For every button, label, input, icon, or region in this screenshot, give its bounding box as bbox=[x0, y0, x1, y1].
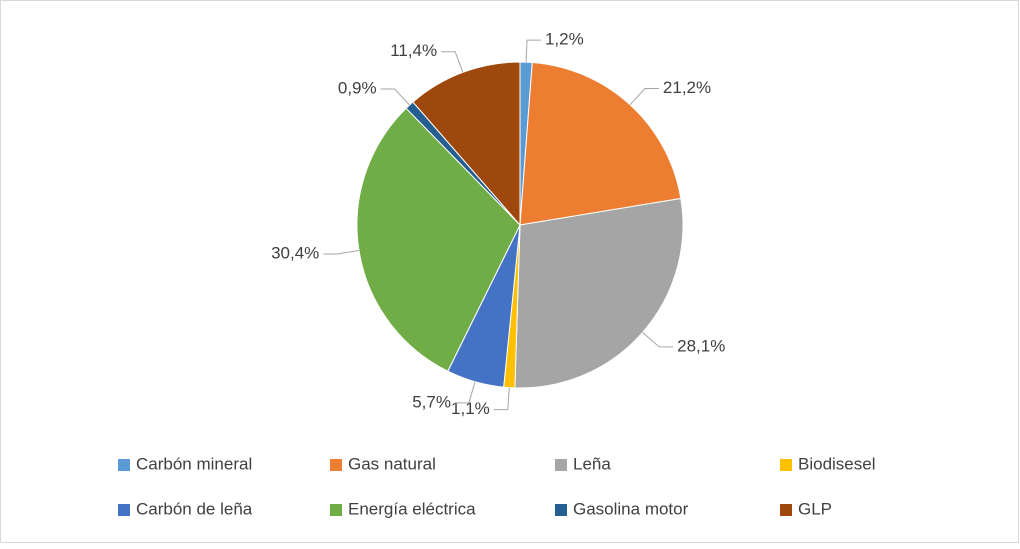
legend-label: Gasolina motor bbox=[573, 499, 689, 518]
leader-line bbox=[525, 39, 541, 63]
legend-label: Biodisesel bbox=[798, 454, 876, 473]
data-label: 1,2% bbox=[545, 30, 584, 49]
legend-label: Leña bbox=[573, 454, 611, 473]
legend-swatch bbox=[555, 504, 567, 516]
leader-line bbox=[642, 332, 674, 348]
data-label: 21,2% bbox=[663, 78, 711, 97]
leader-line bbox=[323, 250, 360, 255]
leader-line bbox=[493, 387, 510, 411]
leader-line bbox=[441, 51, 464, 73]
legend-label: Carbón mineral bbox=[136, 454, 252, 473]
data-label: 0,9% bbox=[338, 78, 377, 97]
pie-slice bbox=[412, 61, 521, 227]
data-label: 28,1% bbox=[677, 336, 725, 355]
legend-swatch bbox=[555, 459, 567, 471]
leader-line bbox=[629, 88, 659, 106]
legend-label: GLP bbox=[798, 499, 832, 518]
legend-label: Energía eléctrica bbox=[348, 499, 476, 518]
legend-swatch bbox=[780, 504, 792, 516]
data-label: 30,4% bbox=[271, 243, 319, 262]
leader-line bbox=[380, 88, 410, 106]
legend-swatch bbox=[330, 459, 342, 471]
legend-swatch bbox=[118, 504, 130, 516]
legend-label: Carbón de leña bbox=[136, 499, 253, 518]
leader-line bbox=[454, 381, 476, 404]
data-label: 1,1% bbox=[451, 399, 490, 418]
legend-label: Gas natural bbox=[348, 454, 436, 473]
data-label: 11,4% bbox=[390, 41, 437, 60]
legend-swatch bbox=[118, 459, 130, 471]
legend-swatch bbox=[330, 504, 342, 516]
legend-swatch bbox=[780, 459, 792, 471]
data-label: 5,7% bbox=[412, 392, 451, 411]
pie-slice bbox=[519, 61, 682, 226]
